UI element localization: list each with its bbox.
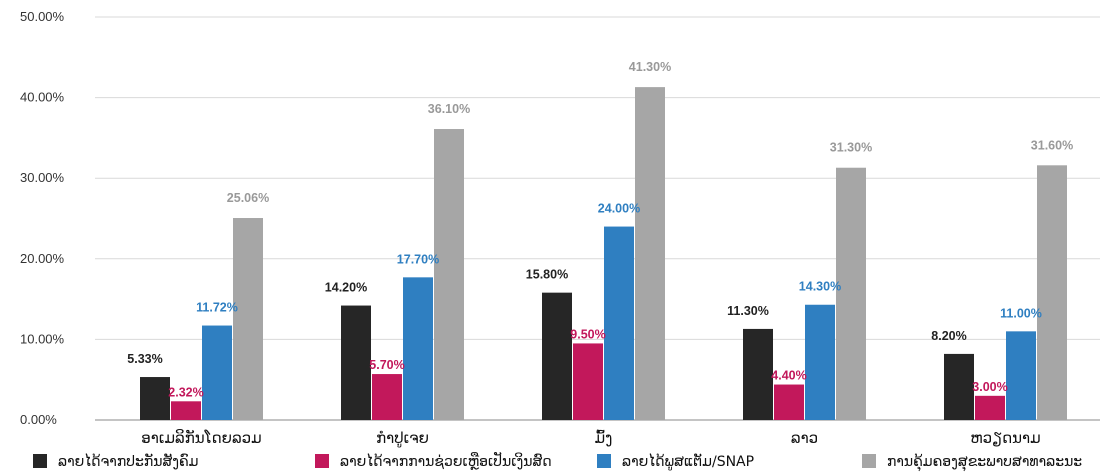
bar <box>635 87 665 420</box>
legend-swatch <box>597 454 611 468</box>
data-label: 14.20% <box>325 281 367 295</box>
data-label: 4.40% <box>771 369 806 383</box>
x-tick-label: ຫວຽດນາມ <box>970 429 1040 447</box>
data-label: 11.72% <box>196 301 238 315</box>
bar <box>573 343 603 420</box>
y-tick-label: 40.00% <box>20 90 65 105</box>
legend-swatch <box>315 454 329 468</box>
data-label: 17.70% <box>397 252 439 266</box>
legend-label: ລາຍໄດ້ພູສແຕັມ/SNAP <box>622 453 754 470</box>
data-label: 11.30% <box>727 304 769 318</box>
bar <box>403 277 433 420</box>
data-label: 31.60% <box>1031 138 1073 152</box>
category-labels: ອາເມລິກັນໂດຍລວມ ກຳປູເຈຍ ມົ້ງ ລາວ ຫວຽດນາມ <box>141 428 1040 448</box>
y-tick-label: 30.00% <box>20 170 65 185</box>
bar <box>975 395 1005 420</box>
bar <box>341 305 371 420</box>
data-label: 5.70% <box>369 358 404 372</box>
bar <box>1037 165 1067 420</box>
y-tick-label: 0.00% <box>20 412 57 427</box>
bar <box>604 226 634 420</box>
data-label: 25.06% <box>227 191 269 205</box>
data-label: 8.20% <box>931 329 966 343</box>
x-tick-label: ອາເມລິກັນໂດຍລວມ <box>141 428 261 447</box>
bar <box>774 384 804 420</box>
legend-label: ການຄຸ້ມຄອງສຸຂະພາບສາທາລະນະ <box>887 453 1082 471</box>
data-label: 3.00% <box>972 380 1007 394</box>
data-label: 31.30% <box>830 141 872 155</box>
bar <box>805 304 835 420</box>
legend-label: ລາຍໄດ້ຈາກປະກັນສັງຄົມ <box>58 453 199 470</box>
y-tick-label: 50.00% <box>20 9 65 24</box>
x-tick-label: ກຳປູເຈຍ <box>376 429 429 448</box>
bar <box>202 325 232 420</box>
bars <box>140 87 1067 420</box>
bar <box>743 328 773 420</box>
data-label: 5.33% <box>127 352 162 366</box>
y-tick-label: 10.00% <box>20 331 65 346</box>
bar <box>836 167 866 420</box>
bar <box>944 353 974 420</box>
x-tick-label: ລາວ <box>791 429 818 447</box>
bar <box>434 129 464 420</box>
data-label: 15.80% <box>526 268 568 282</box>
data-label: 2.32% <box>168 385 203 399</box>
bar <box>140 377 170 420</box>
data-label: 41.30% <box>629 60 671 74</box>
legend-swatch <box>862 454 876 468</box>
y-tick-label: 20.00% <box>20 251 65 266</box>
legend-label: ລາຍໄດ້ຈາກການຊ່ວຍເຫຼືອເປັນເງິນສົດ <box>340 452 552 470</box>
bar <box>171 401 201 420</box>
data-label: 14.30% <box>799 280 841 294</box>
legend: ລາຍໄດ້ຈາກປະກັນສັງຄົມ ລາຍໄດ້ຈາກການຊ່ວຍເຫຼື… <box>33 452 1082 471</box>
data-label: 24.00% <box>598 202 640 216</box>
bar <box>233 218 263 420</box>
legend-swatch <box>33 454 47 468</box>
data-labels: 5.33% 2.32% 11.72% 25.06% 14.20% 5.70% 17.70% 3… <box>127 60 1073 399</box>
data-label: 11.00% <box>1000 306 1042 320</box>
x-tick-label: ມົ້ງ <box>595 428 613 447</box>
bar <box>542 292 572 420</box>
bar <box>1006 331 1036 420</box>
bar <box>372 374 402 420</box>
y-axis-ticks: 0.00% 10.00% 20.00% 30.00% 40.00% 50.00% <box>20 9 65 427</box>
data-label: 9.50% <box>570 327 605 341</box>
data-label: 36.10% <box>428 102 470 116</box>
